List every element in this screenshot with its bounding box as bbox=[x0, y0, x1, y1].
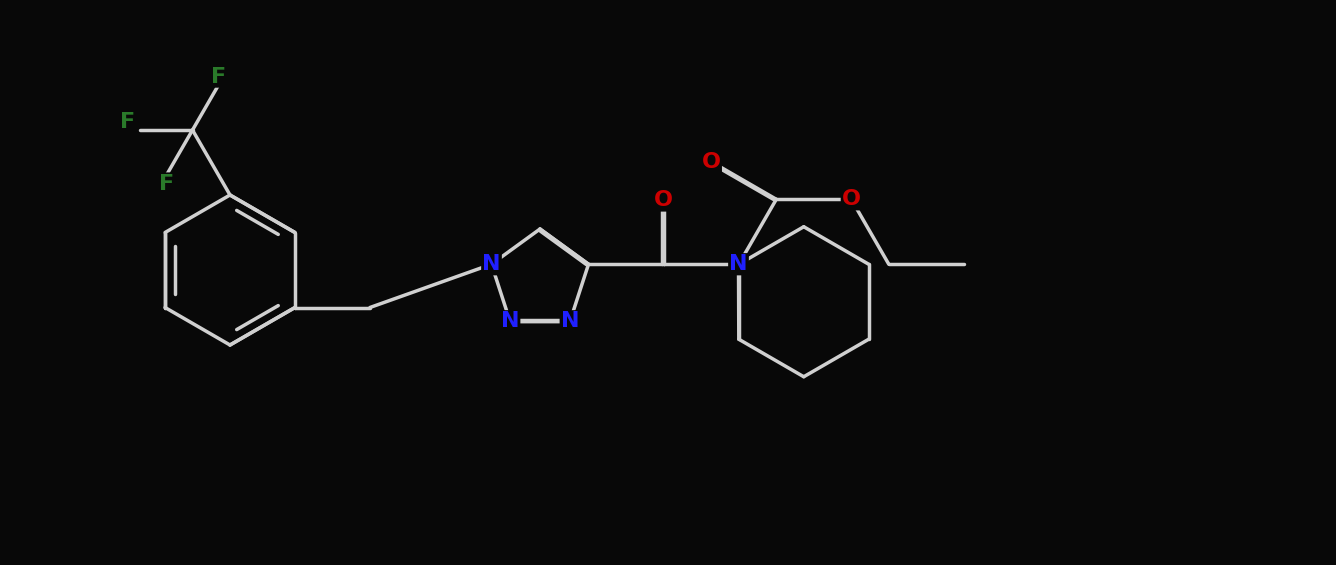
Text: N: N bbox=[561, 311, 580, 331]
Text: O: O bbox=[701, 152, 721, 172]
Text: N: N bbox=[729, 254, 748, 274]
Text: N: N bbox=[482, 254, 501, 274]
Text: F: F bbox=[211, 67, 226, 86]
Text: O: O bbox=[655, 190, 673, 211]
Text: O: O bbox=[842, 189, 860, 209]
Text: F: F bbox=[159, 173, 174, 194]
Text: F: F bbox=[120, 112, 135, 132]
Text: N: N bbox=[501, 311, 520, 331]
